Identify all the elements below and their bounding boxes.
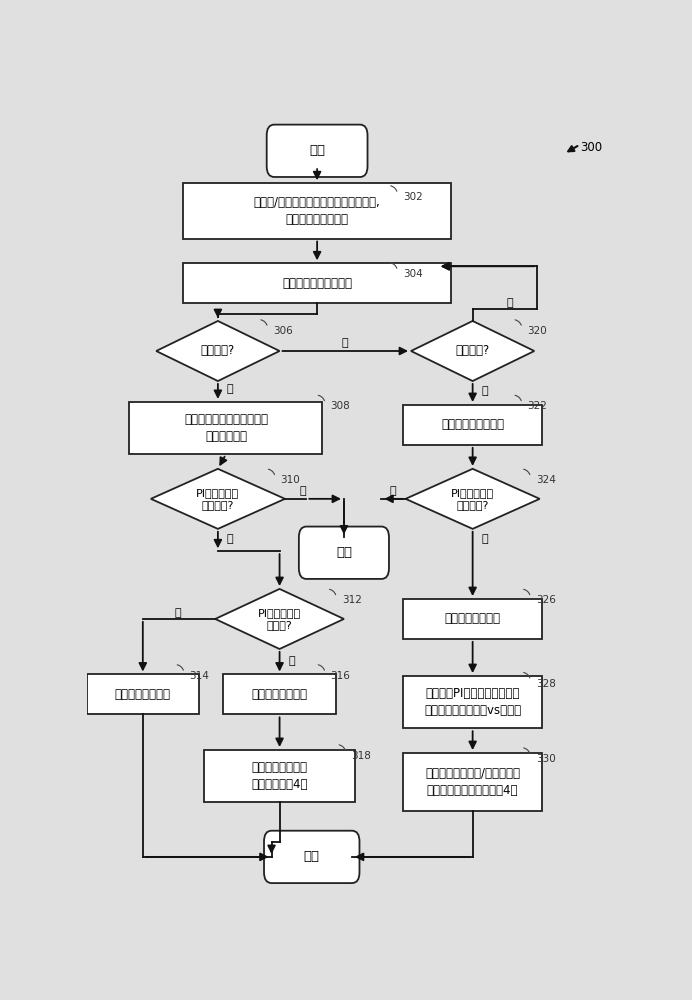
Text: 320: 320	[527, 326, 547, 336]
FancyBboxPatch shape	[266, 125, 367, 177]
Text: 330: 330	[536, 754, 556, 764]
Text: 302: 302	[403, 192, 423, 202]
Text: 306: 306	[273, 326, 293, 336]
Text: 瞬变状况?: 瞬变状况?	[201, 344, 235, 358]
Text: 316: 316	[331, 671, 350, 681]
Text: 终止: 终止	[304, 850, 320, 863]
Bar	[183, 183, 451, 239]
Text: 是: 是	[482, 386, 489, 396]
Text: PI指示＞调节
的阈值?: PI指示＞调节 的阈值?	[258, 608, 301, 630]
Polygon shape	[156, 321, 280, 381]
Text: 基于提前点火间歇/持续特性执
行提前点火减轻动作（图4）: 基于提前点火间歇/持续特性执 行提前点火减轻动作（图4）	[425, 767, 520, 797]
Text: 确定汽缸充气的变化率: 确定汽缸充气的变化率	[282, 277, 352, 290]
Polygon shape	[151, 469, 285, 529]
Bar	[403, 676, 543, 728]
Text: PI指示＞未调
节的阈值?: PI指示＞未调 节的阈值?	[197, 488, 239, 510]
FancyBboxPatch shape	[264, 831, 359, 883]
Text: 308: 308	[331, 401, 350, 411]
Text: 基于汽缸充气的变化率调节
提前点火阈值: 基于汽缸充气的变化率调节 提前点火阈值	[184, 413, 268, 443]
Text: 执行瞬变提前点火
减轻动作（图4）: 执行瞬变提前点火 减轻动作（图4）	[251, 761, 308, 791]
Text: 基于汽缸PI计数等确定提前点
火的性质（例如间歇vs持续）: 基于汽缸PI计数等确定提前点 火的性质（例如间歇vs持续）	[424, 687, 521, 717]
Bar	[183, 263, 451, 303]
Text: 估算和/或测量发动机工况（发动机转速,
扈矩，排气温度等）: 估算和/或测量发动机工况（发动机转速, 扈矩，排气温度等）	[254, 196, 381, 226]
Text: 开始: 开始	[309, 144, 325, 157]
Text: 322: 322	[527, 401, 547, 411]
Text: 确定稳态提前点火: 确定稳态提前点火	[445, 612, 500, 625]
Text: 300: 300	[580, 141, 602, 154]
Text: 否: 否	[507, 298, 513, 308]
Polygon shape	[215, 589, 344, 649]
Text: 是: 是	[482, 534, 489, 544]
Text: 确定瞬变提前点火: 确定瞬变提前点火	[252, 688, 307, 701]
Text: 是: 是	[289, 656, 295, 666]
Text: 318: 318	[352, 751, 372, 761]
Text: 否: 否	[342, 338, 348, 348]
Text: 不调节提前点火阈值: 不调节提前点火阈值	[441, 418, 504, 431]
Text: PI指示＞未调
节的阈值?: PI指示＞未调 节的阈值?	[451, 488, 494, 510]
Text: 328: 328	[536, 679, 556, 689]
Text: 没有确定提前点火: 没有确定提前点火	[115, 688, 171, 701]
Polygon shape	[411, 321, 534, 381]
Text: 304: 304	[403, 269, 423, 279]
Text: 否: 否	[174, 608, 181, 618]
Polygon shape	[406, 469, 540, 529]
Bar	[403, 753, 543, 811]
Text: 314: 314	[190, 671, 210, 681]
Text: 324: 324	[536, 475, 556, 485]
Bar	[403, 599, 543, 639]
FancyBboxPatch shape	[299, 527, 389, 579]
Text: 326: 326	[536, 595, 556, 605]
Text: 终止: 终止	[336, 546, 352, 559]
Text: 否: 否	[390, 486, 397, 496]
Text: 稳态状况?: 稳态状况?	[455, 344, 490, 358]
Bar	[205, 750, 355, 802]
Bar	[129, 402, 322, 454]
Text: 312: 312	[342, 595, 362, 605]
Text: 310: 310	[281, 475, 300, 485]
Text: 是: 是	[227, 534, 233, 544]
Bar	[403, 405, 543, 445]
Text: 是: 是	[227, 384, 233, 394]
Text: 否: 否	[300, 486, 307, 496]
Bar	[224, 674, 336, 714]
Bar	[86, 674, 199, 714]
